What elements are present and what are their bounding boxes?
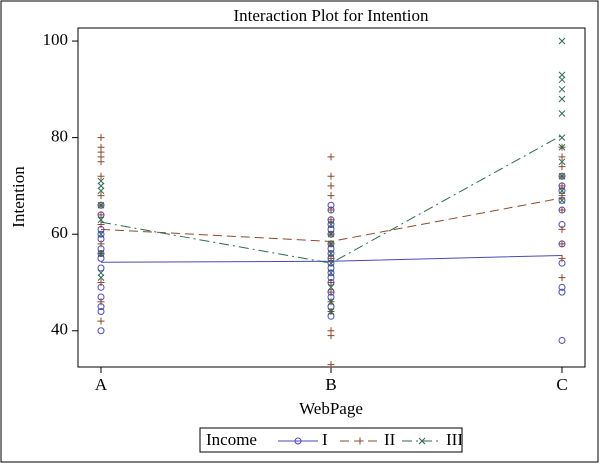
chart-title: Interaction Plot for Intention bbox=[234, 6, 429, 25]
x-tick-label: B bbox=[325, 375, 336, 394]
data-point bbox=[97, 187, 105, 195]
mean-line bbox=[100, 134, 563, 264]
data-point bbox=[558, 187, 566, 195]
data-point bbox=[327, 298, 335, 306]
data-point bbox=[558, 95, 566, 103]
data-point bbox=[97, 274, 105, 282]
y-tick-label: 40 bbox=[51, 320, 68, 339]
legend-box bbox=[199, 427, 463, 453]
data-point bbox=[327, 230, 335, 238]
legend-marker bbox=[294, 437, 302, 445]
data-point bbox=[97, 327, 105, 335]
data-point bbox=[558, 254, 566, 262]
y-tick-label: 60 bbox=[51, 223, 68, 242]
x-axis-label: WebPage bbox=[299, 399, 363, 418]
x-tick-label: C bbox=[556, 375, 567, 394]
data-point bbox=[558, 37, 566, 45]
legend-label: II bbox=[384, 430, 396, 449]
data-point bbox=[97, 182, 105, 190]
data-point bbox=[327, 264, 335, 272]
y-tick-label: 80 bbox=[51, 127, 68, 146]
data-point bbox=[558, 274, 566, 282]
data-point bbox=[327, 327, 335, 335]
data-point bbox=[97, 278, 105, 286]
legend-label: III bbox=[446, 430, 463, 449]
mean-line bbox=[100, 197, 563, 242]
data-point bbox=[558, 76, 566, 84]
data-point bbox=[558, 225, 566, 233]
data-point bbox=[97, 240, 105, 248]
data-point bbox=[97, 269, 105, 277]
data-point bbox=[97, 192, 105, 200]
data-point bbox=[97, 307, 105, 315]
data-point bbox=[327, 283, 335, 291]
data-point bbox=[558, 182, 566, 190]
x-tick-label: A bbox=[95, 375, 108, 394]
data-point bbox=[558, 110, 566, 117]
data-point bbox=[558, 240, 566, 248]
data-point bbox=[327, 240, 335, 248]
data-point bbox=[558, 158, 566, 166]
data-point bbox=[97, 317, 105, 325]
data-point bbox=[97, 230, 105, 238]
data-point bbox=[97, 216, 105, 224]
data-point bbox=[97, 201, 105, 209]
data-point bbox=[97, 211, 105, 219]
data-point bbox=[97, 143, 105, 151]
data-point bbox=[327, 206, 335, 214]
y-tick-label: 100 bbox=[43, 30, 69, 49]
data-point bbox=[97, 230, 105, 238]
data-point bbox=[558, 336, 566, 344]
data-point bbox=[327, 259, 335, 267]
legend-marker bbox=[356, 437, 364, 445]
data-point bbox=[327, 216, 335, 224]
data-point bbox=[327, 361, 335, 369]
data-point bbox=[327, 250, 335, 257]
data-point bbox=[327, 254, 335, 262]
data-point bbox=[558, 85, 566, 93]
data-point bbox=[558, 197, 566, 204]
legend-label: I bbox=[322, 430, 328, 449]
data-point bbox=[97, 177, 105, 185]
data-point bbox=[327, 288, 335, 296]
data-point bbox=[97, 298, 105, 306]
data-point bbox=[558, 283, 566, 291]
y-axis-label: Intention bbox=[9, 166, 28, 228]
data-point bbox=[558, 163, 566, 171]
data-point bbox=[97, 250, 105, 257]
data-point bbox=[327, 172, 335, 180]
data-point bbox=[327, 182, 335, 190]
data-point bbox=[558, 134, 566, 141]
data-point bbox=[558, 192, 566, 200]
data-point bbox=[327, 269, 335, 277]
data-point bbox=[558, 143, 566, 151]
data-point bbox=[327, 278, 335, 286]
data-point bbox=[558, 71, 566, 79]
data-point bbox=[327, 153, 335, 161]
data-point bbox=[558, 153, 566, 161]
data-point bbox=[327, 221, 335, 228]
data-point bbox=[327, 192, 335, 200]
legend-title: Income bbox=[206, 430, 257, 449]
data-point bbox=[327, 308, 335, 315]
data-point bbox=[97, 134, 105, 142]
data-point bbox=[97, 172, 105, 180]
data-point bbox=[327, 269, 335, 277]
legend-marker bbox=[418, 437, 426, 445]
data-point bbox=[558, 206, 566, 214]
data-point bbox=[97, 264, 105, 272]
data-point bbox=[558, 288, 566, 296]
data-point bbox=[558, 172, 566, 180]
